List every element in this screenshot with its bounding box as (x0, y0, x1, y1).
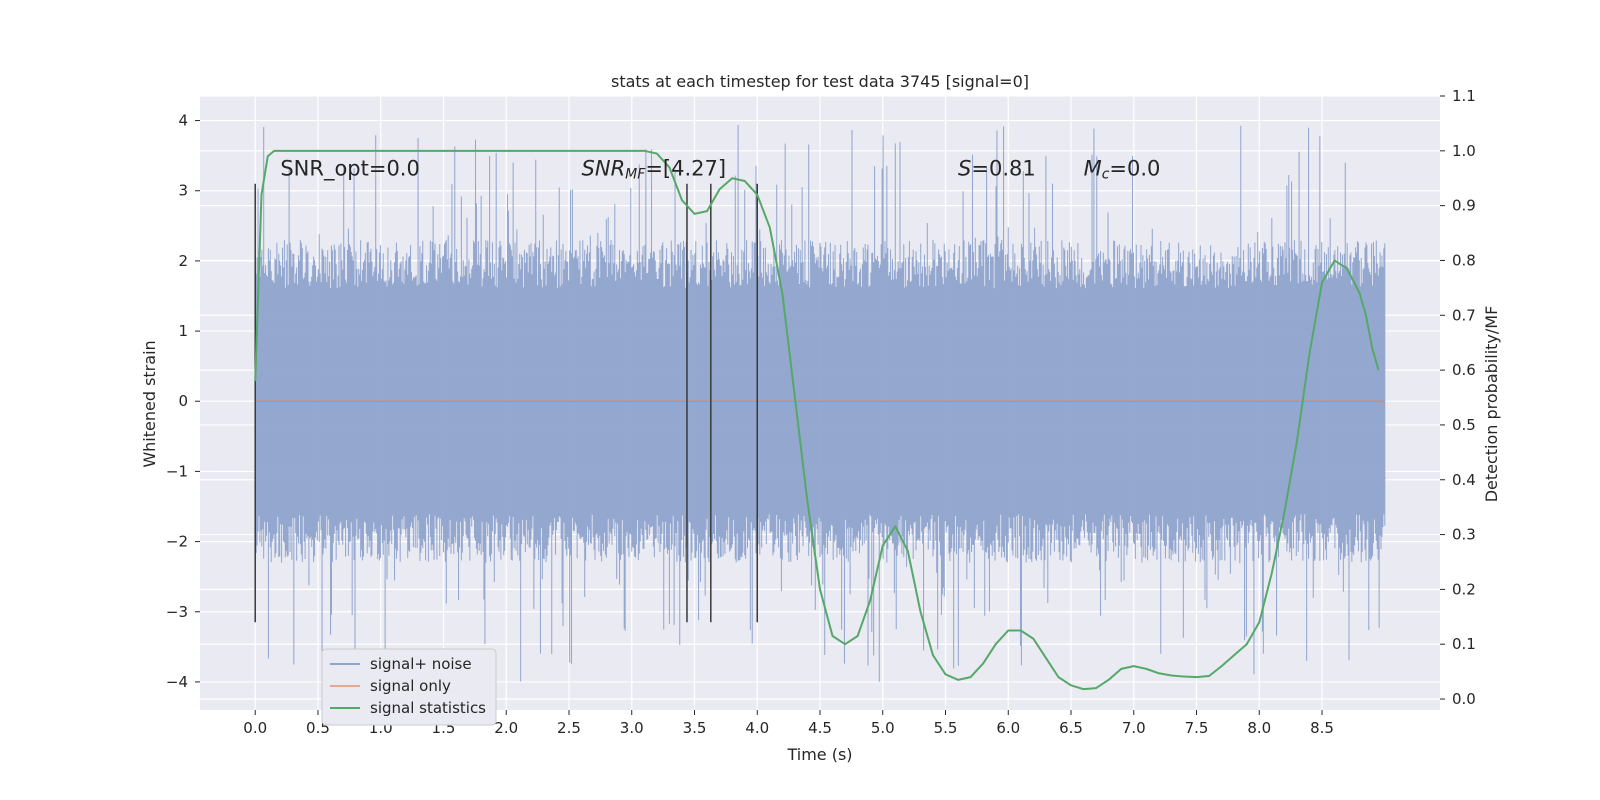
y-tick-label: 0 (178, 392, 188, 410)
y2-tick-label: 0.3 (1452, 526, 1476, 544)
annotation-part: MF (625, 167, 646, 183)
x-tick-label: 2.0 (494, 719, 518, 737)
legend: signal+ noise signal only signal statist… (321, 648, 497, 726)
y2-tick-label: 0.8 (1452, 251, 1476, 269)
x-tick-label: 3.5 (683, 719, 707, 737)
x-tick-label: 6.0 (996, 719, 1020, 737)
x-tick-label: 8.0 (1247, 719, 1271, 737)
x-tick-label: 7.5 (1185, 719, 1209, 737)
annotation: S=0.81 (958, 157, 1036, 181)
annotation-part: M (1084, 157, 1102, 181)
y2-tick-label: 1.0 (1452, 142, 1476, 160)
annotation: SNR_opt=0.0 (280, 157, 420, 182)
series-signal-statistics (254, 149, 1380, 691)
legend-frame (321, 648, 497, 726)
chart-title: stats at each timestep for test data 374… (611, 72, 1029, 91)
legend-label-signal-only: signal only (370, 677, 451, 695)
y2-tick-label: 0.2 (1452, 580, 1476, 598)
y-tick-label: −3 (166, 603, 188, 621)
y2-tick-label: 0.1 (1452, 635, 1476, 653)
y-tick-label: −2 (166, 533, 188, 551)
x-tick-label: 4.0 (745, 719, 769, 737)
annotation: Mc=0.0 (1084, 157, 1161, 183)
x-tick-label: 5.0 (871, 719, 895, 737)
x-tick-label: 2.5 (557, 719, 581, 737)
signal-statistics-line (254, 149, 1380, 691)
y-tick-label: 1 (178, 322, 188, 340)
y2-tick-label: 0.5 (1452, 416, 1476, 434)
y2-tick-label: 0.6 (1452, 361, 1476, 379)
x-tick-label: 5.5 (934, 719, 958, 737)
y2-tick-label: 0.4 (1452, 471, 1476, 489)
annotation-part: S (958, 157, 971, 181)
y2-tick-label: 1.1 (1452, 87, 1476, 105)
annotations: SNR_opt=0.0 SNRMF=[4.27] S=0.81 Mc=0.0 (280, 157, 1160, 183)
y2-tick-label: 0.9 (1452, 197, 1476, 215)
event-markers (254, 183, 758, 623)
x-tick-label: 0.0 (243, 719, 267, 737)
annotation-part: =0.0 (1109, 157, 1160, 181)
axes: 0.0 0.5 1.0 1.5 2.0 2.5 3.0 3.5 4.0 4.5 5.0 5.5 6.0 6… (166, 87, 1476, 737)
annotation-part: =0.81 (971, 157, 1035, 181)
annotation-part: c (1102, 167, 1110, 183)
legend-label-signal-plus-noise: signal+ noise (370, 655, 472, 673)
y2-tick-label: 0.0 (1452, 690, 1476, 708)
x-tick-label: 8.5 (1310, 719, 1334, 737)
y-axis-title: Whitened strain (140, 340, 159, 467)
annotation-part: =[4.27] (645, 157, 726, 181)
x-tick-label: 7.0 (1122, 719, 1146, 737)
annotation-part: SNR (582, 157, 626, 181)
x-axis-title: Time (s) (786, 745, 852, 764)
annotation: SNRMF=[4.27] (582, 157, 727, 183)
y2-axis-title: Detection probability/MF (1482, 306, 1501, 503)
x-tick-label: 3.0 (620, 719, 644, 737)
y-tick-label: 4 (178, 112, 188, 130)
y-tick-label: −1 (166, 462, 188, 480)
legend-label-signal-statistics: signal statistics (370, 699, 486, 717)
annotation-part: SNR_opt=0.0 (280, 157, 420, 182)
x-tick-label: 4.5 (808, 719, 832, 737)
y2-tick-label: 0.7 (1452, 306, 1476, 324)
x-tick-label: 6.5 (1059, 719, 1083, 737)
y-tick-label: 2 (178, 252, 188, 270)
y-tick-label: 3 (178, 182, 188, 200)
y-tick-label: −4 (166, 673, 188, 691)
